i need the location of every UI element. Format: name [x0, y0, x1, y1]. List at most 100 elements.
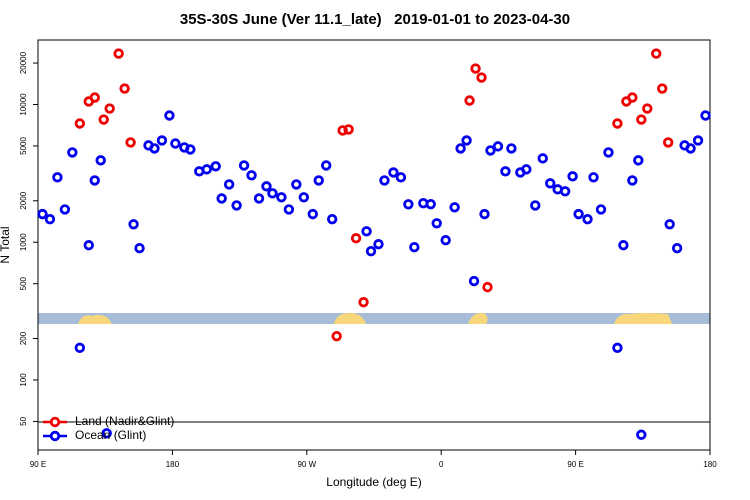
x-tick-label: 90 E [30, 460, 46, 469]
point [134, 242, 145, 254]
chart-title: 35S-30S June (Ver 11.1_late) 2019-01-01 … [180, 11, 570, 28]
point [89, 92, 100, 103]
point [44, 213, 56, 225]
point [700, 110, 711, 121]
point [461, 135, 472, 146]
point [101, 428, 112, 439]
point [331, 330, 342, 342]
point [185, 144, 196, 155]
point [358, 296, 369, 308]
y-tick-label: 500 [19, 276, 28, 290]
y-axis-label: N Total [0, 226, 12, 263]
point [313, 175, 324, 186]
point [67, 147, 78, 158]
plot-frame [37, 39, 711, 451]
point [521, 164, 532, 175]
point [343, 124, 354, 135]
legend-marker [49, 416, 61, 428]
point [440, 235, 451, 246]
y-tick-label: 50 [19, 416, 28, 425]
point [246, 170, 257, 181]
point [361, 226, 372, 237]
point [210, 161, 221, 172]
point [326, 213, 338, 225]
point [449, 202, 460, 213]
point [685, 143, 696, 154]
point [164, 110, 175, 121]
point [582, 213, 593, 225]
point [470, 63, 481, 74]
point [52, 172, 63, 183]
point [337, 125, 348, 136]
point [603, 147, 614, 158]
point [98, 114, 109, 125]
point [350, 233, 362, 244]
x-tick-label: 90 W [297, 460, 316, 469]
point [492, 141, 504, 152]
point [636, 114, 647, 125]
point [125, 137, 136, 148]
point [595, 204, 607, 215]
point [479, 208, 490, 220]
point [170, 138, 181, 149]
point [276, 192, 287, 203]
point [692, 135, 704, 146]
point [156, 135, 168, 146]
point [545, 178, 556, 189]
point [403, 199, 414, 210]
point [113, 48, 124, 59]
point [642, 103, 653, 114]
x-tick-label: 180 [166, 460, 180, 469]
point [464, 95, 475, 106]
point [537, 153, 548, 164]
point [627, 92, 638, 103]
point [119, 83, 130, 94]
point [74, 118, 86, 129]
x-tick-label: 0 [439, 460, 444, 469]
point [238, 160, 250, 171]
point [216, 193, 227, 204]
point [476, 72, 487, 83]
point [455, 143, 466, 154]
point [431, 218, 442, 229]
point [425, 198, 436, 210]
point [365, 245, 377, 257]
point [89, 175, 100, 186]
point [291, 179, 302, 190]
point [530, 200, 541, 211]
point [37, 208, 48, 220]
point [201, 164, 212, 175]
x-tick-label: 90 E [567, 460, 583, 469]
point [95, 155, 106, 166]
point [500, 166, 511, 177]
point [59, 204, 71, 215]
point [573, 208, 584, 220]
point [559, 186, 571, 197]
point [253, 193, 265, 204]
point [651, 48, 662, 59]
point [104, 103, 115, 114]
y-tick-label: 2000 [19, 191, 28, 209]
point [468, 275, 480, 287]
y-tick-label: 10000 [19, 93, 28, 116]
y-tick-label: 100 [19, 373, 28, 387]
point [231, 200, 242, 211]
point [612, 342, 623, 354]
point [612, 118, 623, 129]
point [261, 181, 272, 192]
point [321, 160, 332, 171]
point [83, 240, 94, 251]
x-axis-label: Longitude (deg E) [326, 475, 421, 489]
y-tick-label: 1000 [19, 233, 28, 251]
point [657, 83, 668, 94]
legend-label: Ocean (Glint) [75, 428, 146, 442]
point [395, 172, 407, 183]
point [627, 175, 638, 186]
point [283, 204, 295, 215]
y-tick-label: 200 [19, 331, 28, 345]
point [506, 143, 517, 154]
surface-band [38, 312, 710, 324]
y-tick-label: 5000 [19, 137, 28, 155]
point [373, 239, 384, 250]
point [633, 155, 644, 166]
